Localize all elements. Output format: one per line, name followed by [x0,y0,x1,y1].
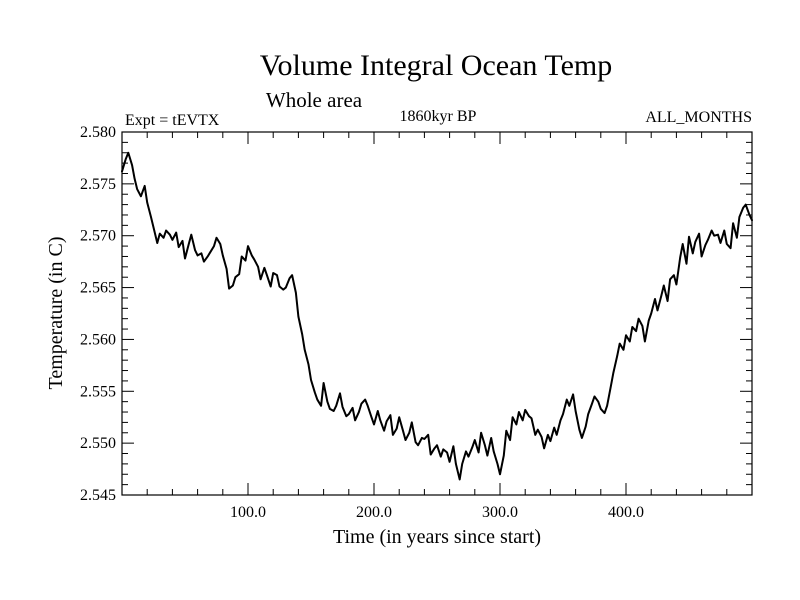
y-tick-label: 2.565 [80,280,116,297]
y-tick-label: 2.560 [80,331,116,348]
temperature-series-line [121,151,753,481]
y-tick-label: 2.555 [80,383,116,400]
x-axis-tick-labels: 100.0 200.0 300.0 400.0 [230,504,644,521]
x-tick-label: 400.0 [608,504,644,521]
y-axis-label: Temperature (in C) [45,237,67,390]
y-axis-ticks [122,131,752,496]
months-label: ALL_MONTHS [645,109,752,126]
period-label: 1860kyr BP [400,108,477,125]
x-tick-label: 200.0 [356,504,392,521]
y-tick-label: 2.570 [80,228,116,245]
y-tick-label: 2.580 [80,124,116,141]
x-tick-label: 300.0 [482,504,518,521]
experiment-label: Expt = tEVTX [125,112,220,129]
plot-frame [121,131,753,496]
y-tick-label: 2.550 [80,435,116,452]
x-axis-label: Time (in years since start) [333,526,541,548]
y-tick-label: 2.545 [80,487,116,504]
chart-title: Volume Integral Ocean Temp [260,49,613,82]
chart-subtitle: Whole area [266,88,363,112]
y-tick-label: 2.575 [80,176,116,193]
x-axis-ticks [146,132,728,495]
y-axis-tick-labels: 2.545 2.550 2.555 2.560 2.565 2.570 2.575 2.580 [80,124,116,504]
x-tick-label: 100.0 [230,504,266,521]
